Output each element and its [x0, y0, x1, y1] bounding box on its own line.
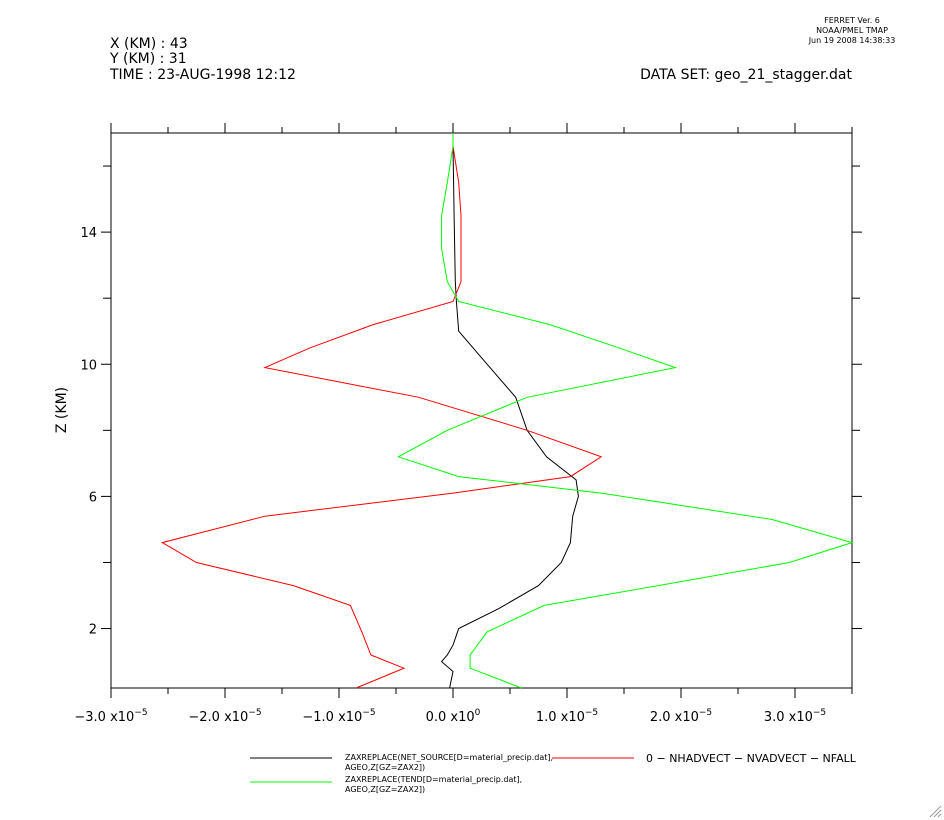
x-tick-label-exponent: −5 — [362, 708, 375, 718]
x-tick-label-exponent: −5 — [813, 708, 826, 718]
time-label: TIME : 23-AUG-1998 12:12 — [109, 67, 296, 83]
x-tick-label: 3.0 x10−5 — [764, 708, 826, 725]
y-tick-label: 6 — [89, 490, 97, 505]
x-tick-label-mantissa: 3.0 x10 — [764, 710, 813, 725]
x-tick-label: 0.0 x100 — [426, 708, 481, 725]
x-tick-label: −2.0 x10−5 — [188, 708, 261, 725]
x-tick-label: 1.0 x10−5 — [536, 708, 598, 725]
x-tick-label-exponent: 0 — [475, 708, 481, 718]
y-tick-label: 10 — [80, 358, 97, 373]
x-tick-label-exponent: −5 — [134, 708, 147, 718]
series-layer — [160, 133, 854, 689]
ferret-version-label: FERRET Ver. 6 — [824, 16, 880, 25]
x-tick-label-mantissa: 2.0 x10 — [650, 710, 699, 725]
x-coordinate-label: X (KM) : 43 — [110, 36, 188, 52]
x-tick-label-exponent: −5 — [585, 708, 598, 718]
x-tick-label-mantissa: −2.0 x10 — [188, 710, 248, 725]
resize-grip-icon[interactable] — [928, 804, 942, 818]
series-line-0 — [440, 133, 579, 689]
y-tick-label: 2 — [89, 623, 97, 638]
x-tick-label: −3.0 x10−5 — [74, 708, 147, 725]
legend: ZAXREPLACE(NET_SOURCE[D=material_precip.… — [250, 752, 857, 794]
y-axis-title: Z (KM) — [54, 387, 70, 433]
legend-label-net-source-line2: AGEO,Z[GZ=ZAX2]) — [345, 763, 425, 772]
legend-label-advect: 0 − NHADVECT − NVADVECT − NFALL — [646, 752, 857, 765]
ferret-date-label: Jun 19 2008 14:38:33 — [808, 36, 896, 45]
legend-label-tend-line2: AGEO,Z[GZ=ZAX2]) — [345, 785, 425, 794]
x-tick-label-exponent: −5 — [699, 708, 712, 718]
axes-layer: −3.0 x10−5 −2.0 x10−5 −1.0 x10−5 0.0 x100 1.… — [74, 123, 862, 725]
x-tick-label: 2.0 x10−5 — [650, 708, 712, 725]
dataset-label: DATA SET: geo_21_stagger.dat — [640, 67, 852, 83]
plot-frame — [110, 132, 853, 689]
x-tick-label: −1.0 x10−5 — [302, 708, 375, 725]
x-tick-label-mantissa: −3.0 x10 — [74, 710, 134, 725]
y-tick-label: 14 — [80, 226, 97, 241]
series-line-2 — [397, 133, 854, 689]
x-tick-label-mantissa: 1.0 x10 — [536, 710, 585, 725]
legend-label-net-source-line1: ZAXREPLACE(NET_SOURCE[D=material_precip.… — [345, 753, 553, 762]
x-tick-label-mantissa: 0.0 x10 — [426, 710, 475, 725]
series-line-1 — [160, 133, 603, 689]
x-tick-label-exponent: −5 — [248, 708, 261, 718]
y-coordinate-label: Y (KM) : 31 — [109, 51, 187, 67]
ferret-org-label: NOAA/PMEL TMAP — [816, 26, 888, 35]
legend-label-tend-line1: ZAXREPLACE(TEND[D=material_precip.dat], — [345, 775, 522, 784]
x-tick-label-mantissa: −1.0 x10 — [302, 710, 362, 725]
